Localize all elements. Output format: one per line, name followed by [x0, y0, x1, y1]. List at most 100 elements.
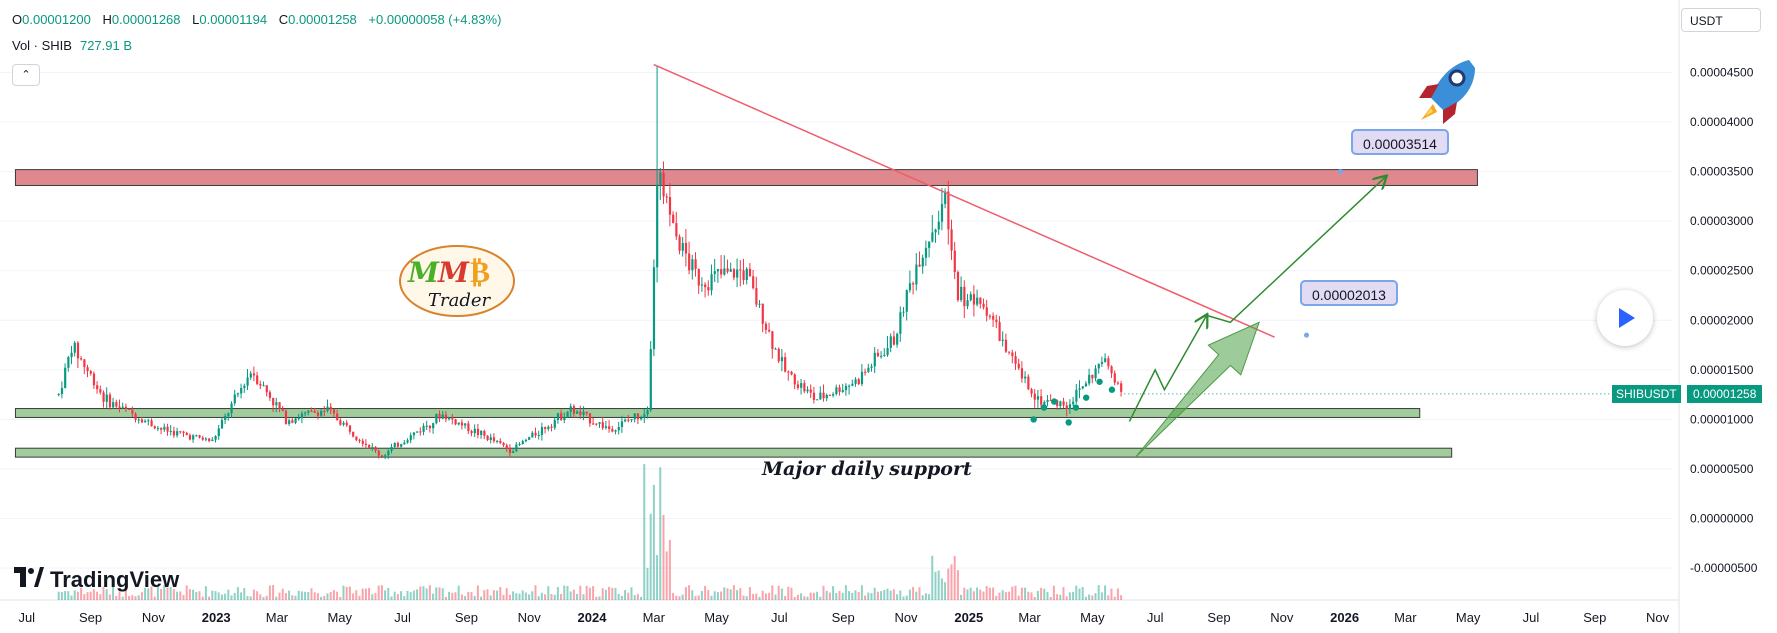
candle-body	[1120, 383, 1123, 392]
volume-bar	[617, 593, 620, 600]
currency-selector[interactable]: USDT	[1681, 8, 1761, 32]
volume-bar	[889, 590, 892, 600]
candle-body	[1084, 383, 1088, 387]
candle-body	[144, 420, 147, 423]
volume-bar	[979, 589, 982, 600]
candle-body	[1027, 376, 1030, 390]
candle-body	[723, 268, 726, 275]
volume-bar	[988, 587, 991, 600]
candle-body	[985, 307, 988, 316]
candle-body	[528, 437, 531, 440]
candle-body	[262, 385, 265, 387]
volume-bar	[1088, 594, 1091, 600]
volume-bar	[256, 591, 259, 600]
volume-bar	[668, 540, 671, 600]
high-value: 0.00001268	[111, 12, 181, 27]
candle-body	[598, 422, 601, 424]
volume-bar	[918, 587, 921, 600]
volume-bar	[147, 588, 150, 600]
candle-body	[1001, 339, 1004, 341]
volume-bar	[630, 587, 633, 600]
candle-body	[214, 436, 217, 440]
candle-body	[211, 439, 214, 442]
candle-body	[627, 419, 630, 421]
candle-body	[425, 425, 428, 427]
volume-bar	[678, 596, 681, 600]
candle-body	[275, 402, 278, 406]
candle-body	[1116, 382, 1120, 384]
candle-body	[89, 371, 92, 374]
volume-bar	[329, 592, 332, 600]
candle-body	[1107, 358, 1110, 367]
candle-body	[1056, 400, 1059, 407]
candle-body	[204, 438, 208, 440]
chevron-up-icon[interactable]: ⌃	[12, 64, 40, 86]
volume-bar	[454, 592, 457, 600]
volume-bar	[537, 596, 540, 600]
candle-body	[944, 191, 947, 205]
candle-body	[694, 259, 697, 269]
support-label: Major daily support	[762, 458, 972, 480]
candle-body	[476, 428, 480, 435]
candle-body	[611, 428, 614, 432]
volume-bar	[995, 595, 998, 600]
volume-bar	[57, 591, 60, 600]
volume-bar	[848, 591, 851, 600]
volume-bar	[627, 592, 630, 600]
candle-body	[774, 348, 777, 350]
volume-bar	[771, 585, 774, 600]
candle-body	[652, 267, 656, 350]
volume-bar	[851, 592, 854, 600]
candle-body	[304, 412, 307, 414]
candle-body	[288, 420, 291, 424]
candle-body	[691, 259, 694, 271]
candle-body	[265, 385, 268, 393]
volume-bar	[700, 591, 703, 600]
candle-body	[86, 367, 89, 372]
volume-bar	[460, 594, 463, 600]
volume-bar	[275, 596, 278, 600]
volume-bar	[1110, 588, 1113, 600]
candle-body	[704, 284, 707, 288]
volume-bar	[188, 589, 191, 600]
volume-bar	[636, 594, 639, 600]
candle-body	[947, 191, 950, 230]
candle-body	[448, 417, 451, 420]
volume-bar	[723, 587, 726, 600]
volume-bar	[940, 578, 943, 600]
swing-low-marker	[1082, 394, 1090, 401]
candle-body	[1110, 366, 1113, 374]
candle-body	[1097, 363, 1100, 369]
volume-bar	[352, 593, 355, 600]
volume-bar	[947, 568, 950, 600]
volume-bar	[832, 586, 835, 600]
volume-bar	[467, 591, 470, 600]
candle-body	[1088, 374, 1091, 384]
volume-bar	[972, 591, 975, 600]
open-label: O	[12, 12, 23, 27]
volume-bar	[790, 587, 793, 600]
volume-bar	[956, 570, 959, 600]
volume-bar	[185, 585, 188, 600]
candle-body	[166, 426, 169, 432]
volume-bar	[294, 595, 297, 600]
candle-body	[400, 444, 403, 447]
volume-bar	[524, 592, 527, 600]
volume-bar	[1033, 596, 1036, 600]
play-icon[interactable]	[1597, 290, 1653, 346]
candle-body	[732, 269, 736, 278]
volume-bar	[819, 596, 822, 600]
volume-bar	[278, 592, 281, 600]
volume-bar	[99, 594, 102, 600]
volume-bar	[345, 586, 348, 600]
volume-bar	[198, 591, 201, 600]
candle-body	[64, 367, 67, 388]
candle-body	[99, 389, 102, 393]
volume-bar	[601, 588, 604, 600]
volume-bar	[1014, 585, 1017, 600]
volume-bar	[681, 594, 684, 600]
candle-body	[780, 357, 784, 362]
volume-bar	[224, 593, 227, 600]
candle-body	[1043, 402, 1046, 405]
